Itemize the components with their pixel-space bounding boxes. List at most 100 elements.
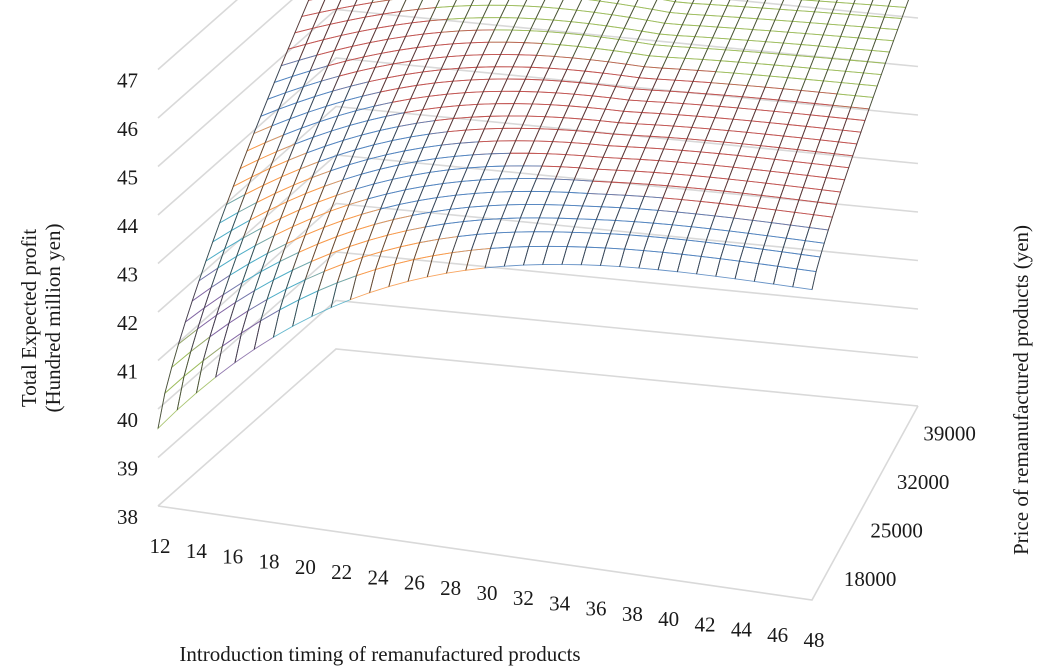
mesh-line [484, 0, 601, 269]
surface-cell [514, 127, 541, 142]
surface-cell [677, 103, 703, 117]
surface-cell [476, 218, 503, 235]
y-tick-label: 25000 [870, 519, 923, 543]
surface-cell [311, 154, 338, 179]
surface-cell [581, 192, 608, 208]
surface-cell [307, 90, 334, 113]
surface-cell [705, 82, 730, 96]
surface-cell [716, 15, 741, 29]
surface-cell [222, 262, 250, 296]
surface-cell [573, 82, 599, 97]
mesh-line [253, 0, 390, 350]
surface-cell [617, 110, 643, 125]
surface-mesh [157, 0, 909, 430]
surface-cell [244, 167, 271, 196]
surface-cell [284, 70, 311, 94]
surface-cell [285, 217, 313, 245]
surface-cell [342, 158, 369, 181]
surface-cell [253, 260, 281, 292]
surface-cell [499, 4, 525, 19]
x-tick-label: 18 [259, 550, 280, 574]
y-tick-label: 39000 [923, 422, 976, 446]
x-tick-label: 28 [440, 576, 461, 600]
mesh-line [446, 0, 564, 274]
surface-cell [697, 59, 722, 73]
surface-cell [246, 125, 273, 152]
surface-cell [479, 165, 506, 181]
surface-cell [329, 188, 357, 212]
z-tick-label: 40 [117, 408, 138, 432]
surface-cell [571, 45, 597, 61]
surface-cell [191, 266, 219, 303]
z-tick-label: 42 [117, 311, 138, 335]
z-tick-label: 41 [117, 360, 138, 384]
surface-cell [273, 59, 300, 84]
surface-cell [602, 145, 628, 159]
surface-cell [729, 27, 754, 41]
surface-cell [535, 6, 560, 21]
surface-cell [291, 54, 318, 78]
x-tick-label: 22 [331, 560, 352, 584]
surface-cell [330, 110, 357, 132]
surface-cell [476, 90, 503, 105]
surface-cell [548, 55, 574, 70]
surface-cell [500, 204, 527, 220]
surface-cell [523, 30, 549, 44]
surface-cell [528, 140, 554, 155]
surface-cell [619, 194, 645, 210]
surface-cell [157, 375, 185, 430]
z-gridline [157, 0, 239, 71]
surface-cell [535, 43, 561, 57]
mesh-line [503, 0, 620, 267]
surface-cell [484, 246, 511, 269]
surface-cell [487, 191, 513, 207]
surface-cell [638, 66, 663, 80]
surface-cell [239, 141, 267, 170]
mesh-line [773, 0, 874, 285]
surface-cell [747, 29, 771, 43]
z-tick-label: 44 [117, 214, 139, 238]
surface-cell [471, 103, 497, 118]
x-axis-label: Introduction timing of remanufactured pr… [179, 642, 580, 666]
surface-cell [676, 24, 701, 38]
surface-cell [559, 32, 584, 47]
mesh-line [176, 0, 326, 411]
surface-cell [553, 44, 579, 59]
surface-cell [552, 7, 578, 23]
surface-cell [648, 44, 673, 58]
surface-cell [715, 60, 740, 74]
surface-cell [255, 175, 283, 204]
surface-cell [549, 92, 575, 107]
surface-cell [586, 180, 613, 195]
x-tick-label: 12 [150, 534, 171, 558]
surface-cell [477, 127, 504, 143]
surface-cell [631, 123, 656, 137]
surface-cell [298, 185, 326, 211]
surface-cell [262, 159, 290, 187]
surface-cell [699, 14, 724, 28]
surface-cell [687, 80, 712, 95]
surface-cell [234, 319, 262, 364]
surface-cell [538, 204, 565, 219]
surface-cell [646, 89, 671, 103]
x-tick-label: 32 [513, 586, 534, 610]
surface-cell [658, 148, 683, 163]
surface-cell [752, 18, 776, 32]
surface-cell [513, 90, 539, 105]
surface-cell [629, 170, 655, 185]
mesh-line [157, 0, 310, 429]
surface-cell [205, 229, 233, 263]
surface-cell [336, 134, 363, 157]
surface-cell [249, 192, 276, 222]
surface-cell [316, 219, 344, 245]
z-tick-label: 46 [117, 117, 138, 141]
surface-cell [489, 231, 516, 249]
surface-cell [654, 113, 680, 127]
surface-cell [551, 129, 578, 144]
surface-cell [656, 67, 681, 81]
surface-cell [342, 119, 369, 142]
x-tick-labels: 12 14 16 18 20 22 24 26 28 30 32 34 36 38 40 42 44 46 48 [150, 534, 825, 652]
surface-cell [686, 2, 711, 16]
surface-cell [482, 41, 508, 56]
